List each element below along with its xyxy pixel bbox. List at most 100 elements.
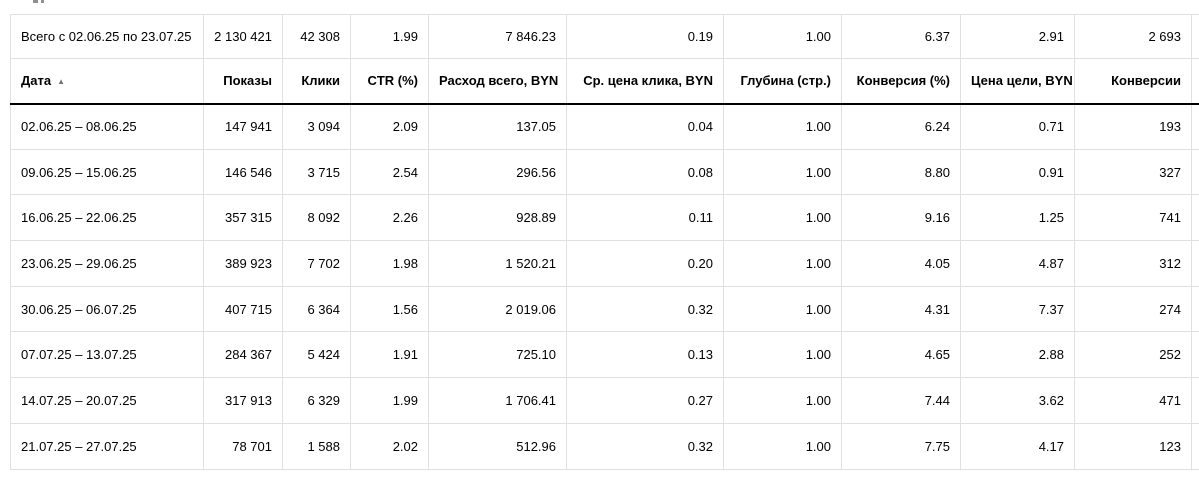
value-cell: 2.88 [960,331,1075,379]
column-header-total-cost[interactable]: Расход всего, BYN [428,58,567,105]
summary-value: 2.91 [960,14,1075,59]
header-row: Дата ▲ Показы Клики CTR (%) Расход всего, BYN… [10,58,1199,105]
value-cell: 512.96 [428,422,567,470]
table-row: 30.06.25 – 06.07.25 407 715 6 364 1.56 2 019… [10,285,1199,333]
table-row: 09.06.25 – 15.06.25 146 546 3 715 2.54 296.5… [10,148,1199,196]
column-header-conversions[interactable]: Конверсии [1074,58,1192,105]
value-cell: 0.04 [566,103,724,150]
value-cell: 123 [1074,422,1192,470]
table-row: 14.07.25 – 20.07.25 317 913 6 329 1.99 1 706… [10,377,1199,424]
column-header-avg-cpc[interactable]: Ср. цена клика, BYN [566,58,724,105]
value-cell: 3.62 [960,377,1075,424]
value-cell: 2.09 [350,103,429,150]
cut-column-cell [1191,103,1199,150]
value-cell: 5 424 [282,331,351,379]
value-cell: 8 092 [282,194,351,242]
value-cell: 3 715 [282,148,351,196]
value-cell: 0.08 [566,148,724,196]
value-cell: 1.00 [723,377,842,424]
cut-column-header [1191,58,1199,105]
column-header-clicks[interactable]: Клики [282,58,351,105]
value-cell: 1 520.21 [428,240,567,287]
value-cell: 1.00 [723,240,842,287]
date-range-cell: 07.07.25 – 13.07.25 [10,331,204,379]
value-cell: 0.91 [960,148,1075,196]
column-header-label: Ср. цена клика, BYN [583,73,713,89]
cut-column-cell [1191,14,1199,59]
date-range-cell: 30.06.25 – 06.07.25 [10,285,204,333]
value-cell: 1.99 [350,377,429,424]
value-cell: 4.31 [841,285,961,333]
cut-column-cell [1191,194,1199,242]
table-row: 16.06.25 – 22.06.25 357 315 8 092 2.26 928.8… [10,194,1199,242]
cut-column-cell [1191,422,1199,470]
value-cell: 1.98 [350,240,429,287]
value-cell: 1.00 [723,103,842,150]
value-cell: 2.26 [350,194,429,242]
column-header-conversion-rate[interactable]: Конверсия (%) [841,58,961,105]
date-range-cell: 16.06.25 – 22.06.25 [10,194,204,242]
column-header-date[interactable]: Дата ▲ [10,58,204,105]
summary-row: Всего с 02.06.25 по 23.07.25 2 130 421 42 … [10,14,1199,59]
column-header-label: Конверсия (%) [856,73,950,89]
value-cell: 147 941 [203,103,283,150]
value-cell: 3 094 [282,103,351,150]
column-header-label: Дата [21,73,52,89]
cut-column-cell [1191,240,1199,287]
value-cell: 2.54 [350,148,429,196]
value-cell: 7 702 [282,240,351,287]
value-cell: 317 913 [203,377,283,424]
summary-value: 1.00 [723,14,842,59]
value-cell: 357 315 [203,194,283,242]
column-header-depth[interactable]: Глубина (стр.) [723,58,842,105]
value-cell: 274 [1074,285,1192,333]
date-range-cell: 21.07.25 – 27.07.25 [10,422,204,470]
value-cell: 1.56 [350,285,429,333]
value-cell: 1.25 [960,194,1075,242]
cut-column-cell [1191,148,1199,196]
value-cell: 725.10 [428,331,567,379]
summary-value: 0.19 [566,14,724,59]
column-header-label: Глубина (стр.) [740,73,831,89]
value-cell: 1.00 [723,422,842,470]
clipped-glyph [41,0,44,3]
sort-ascending-icon: ▲ [57,77,66,87]
column-header-label: Цена цели, BYN [971,73,1073,89]
summary-value: 42 308 [282,14,351,59]
value-cell: 0.32 [566,285,724,333]
value-cell: 296.56 [428,148,567,196]
value-cell: 6 364 [282,285,351,333]
table-row: 02.06.25 – 08.06.25 147 941 3 094 2.09 137.0… [10,103,1199,150]
value-cell: 7.75 [841,422,961,470]
value-cell: 7.37 [960,285,1075,333]
value-cell: 389 923 [203,240,283,287]
column-header-goal-cost[interactable]: Цена цели, BYN [960,58,1075,105]
value-cell: 1.00 [723,285,842,333]
value-cell: 7.44 [841,377,961,424]
value-cell: 4.87 [960,240,1075,287]
value-cell: 1.91 [350,331,429,379]
value-cell: 1.00 [723,148,842,196]
table-row: 07.07.25 – 13.07.25 284 367 5 424 1.91 725.1… [10,331,1199,379]
summary-value: 7 846.23 [428,14,567,59]
value-cell: 137.05 [428,103,567,150]
table-row: 21.07.25 – 27.07.25 78 701 1 588 2.02 512.96… [10,422,1199,470]
value-cell: 0.13 [566,331,724,379]
value-cell: 284 367 [203,331,283,379]
value-cell: 407 715 [203,285,283,333]
column-header-ctr[interactable]: CTR (%) [350,58,429,105]
value-cell: 4.05 [841,240,961,287]
value-cell: 1 706.41 [428,377,567,424]
date-range-cell: 23.06.25 – 29.06.25 [10,240,204,287]
value-cell: 9.16 [841,194,961,242]
value-cell: 0.32 [566,422,724,470]
value-cell: 0.11 [566,194,724,242]
value-cell: 741 [1074,194,1192,242]
summary-value: 2 693 [1074,14,1192,59]
value-cell: 8.80 [841,148,961,196]
column-header-impressions[interactable]: Показы [203,58,283,105]
column-header-label: CTR (%) [367,73,418,89]
cut-column-cell [1191,377,1199,424]
value-cell: 0.20 [566,240,724,287]
